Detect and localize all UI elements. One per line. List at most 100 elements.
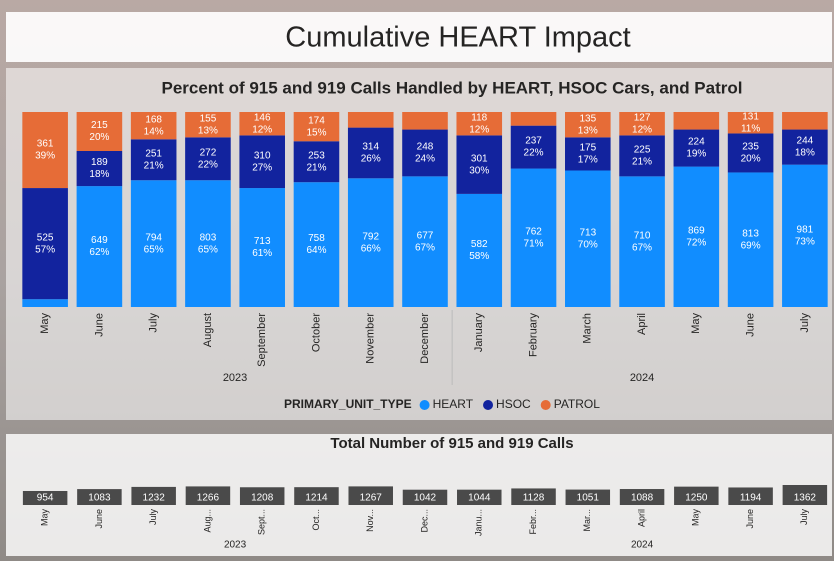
bar-segment [22, 299, 68, 307]
bar-segment [130, 112, 177, 140]
percent-label: 21% [306, 162, 326, 173]
value-label: 954 [37, 493, 54, 504]
x-tick-label: Sept... [257, 509, 267, 535]
percent-label: 65% [144, 244, 164, 255]
count-label: 710 [634, 230, 651, 241]
bar-segment [565, 112, 611, 138]
bar-segment [727, 133, 774, 173]
count-label: 135 [579, 113, 596, 124]
bar-segment [293, 141, 340, 183]
bar-segment [619, 112, 665, 136]
percent-label: 70% [578, 239, 598, 250]
percent-label: 19% [686, 149, 706, 160]
count-label: 235 [742, 142, 759, 153]
legend-marker [540, 400, 551, 410]
bar-segment [347, 127, 394, 179]
value-label: 1362 [794, 493, 817, 504]
value-label: 1214 [305, 493, 328, 504]
count-label: 310 [254, 150, 271, 161]
x-tick-label: Aug... [202, 509, 212, 533]
bar-segment [673, 112, 720, 130]
x-tick-label: July [148, 313, 160, 333]
value-label: 1250 [685, 493, 708, 504]
count-label: 361 [37, 139, 54, 150]
x-tick-label: April [636, 313, 648, 335]
percent-label: 20% [741, 154, 761, 165]
value-label: 1083 [88, 493, 111, 504]
bar-segment [130, 180, 177, 307]
x-tick-label: February [527, 313, 539, 358]
bar [294, 487, 339, 505]
bar-segment [673, 166, 720, 307]
bar [185, 486, 231, 505]
bar-segment [347, 112, 394, 128]
count-label: 146 [254, 112, 271, 123]
percent-label: 71% [524, 238, 544, 249]
count-label: 272 [200, 147, 217, 158]
count-label: 251 [145, 148, 162, 159]
legend-label: PATROL [554, 397, 601, 411]
count-label: 713 [579, 227, 596, 238]
count-label: 792 [362, 231, 379, 242]
count-label: 762 [525, 226, 542, 237]
year-label: 2023 [223, 372, 247, 384]
percent-label: 67% [632, 242, 652, 253]
year-label: 2024 [630, 372, 654, 384]
percent-label: 13% [198, 125, 218, 136]
bar-segment [510, 125, 557, 169]
x-tick-label: July [148, 509, 158, 526]
percent-label: 22% [524, 148, 544, 159]
x-tick-label: May [39, 313, 51, 334]
value-label: 1128 [523, 493, 545, 504]
count-label: 301 [471, 153, 488, 164]
x-tick-label: August [202, 313, 214, 347]
percent-label: 20% [89, 132, 109, 143]
bar-segment [76, 151, 123, 187]
bar-segment [239, 188, 285, 307]
bar-segment [727, 112, 774, 134]
count-label: 314 [362, 142, 379, 153]
bar-segment [402, 129, 448, 177]
percent-label: 66% [361, 243, 381, 254]
count-label: 813 [742, 228, 759, 239]
count-label: 189 [91, 157, 108, 168]
x-tick-label: September [256, 313, 268, 367]
bar [674, 486, 719, 505]
bar-segment [456, 193, 503, 307]
count-label: 803 [200, 232, 217, 243]
bar-segment [239, 112, 285, 136]
x-tick-label: Nov... [365, 509, 375, 532]
percent-label: 61% [252, 248, 272, 259]
chart-title: Total Number of 915 and 919 Calls [330, 435, 573, 452]
bar-segment [782, 129, 828, 165]
x-tick-label: January [473, 313, 485, 353]
count-label: 225 [634, 145, 651, 156]
percent-label: 73% [795, 236, 815, 247]
x-tick-label: June [745, 509, 755, 529]
bar [348, 486, 393, 505]
count-label: 168 [145, 114, 162, 125]
percent-label: 15% [306, 127, 326, 138]
x-tick-label: Mar... [582, 509, 592, 532]
x-tick-label: May [690, 313, 702, 334]
bar [782, 485, 828, 505]
bar [131, 486, 176, 505]
legend-title: PRIMARY_UNIT_TYPE [284, 397, 412, 411]
x-tick-label: June [94, 509, 104, 529]
bar-segment [456, 135, 503, 194]
total-chart: 954 May 1083 June 1232 July 1266 Aug... 1208 Sept… [22, 485, 828, 551]
count-label: 224 [688, 137, 705, 148]
bar-segment [185, 180, 231, 307]
percent-label: 12% [632, 124, 652, 135]
x-tick-label: April [636, 509, 646, 527]
percent-label: 21% [632, 157, 652, 168]
percent-label: 64% [306, 245, 326, 256]
percent-label: 22% [198, 159, 218, 170]
page-title: Cumulative HEART Impact [285, 22, 630, 54]
x-tick-label: July [799, 313, 811, 333]
percent-label: 11% [741, 123, 760, 134]
percent-label: 27% [252, 162, 272, 173]
x-tick-label: Dec... [419, 509, 429, 533]
bar-segment [347, 178, 394, 307]
